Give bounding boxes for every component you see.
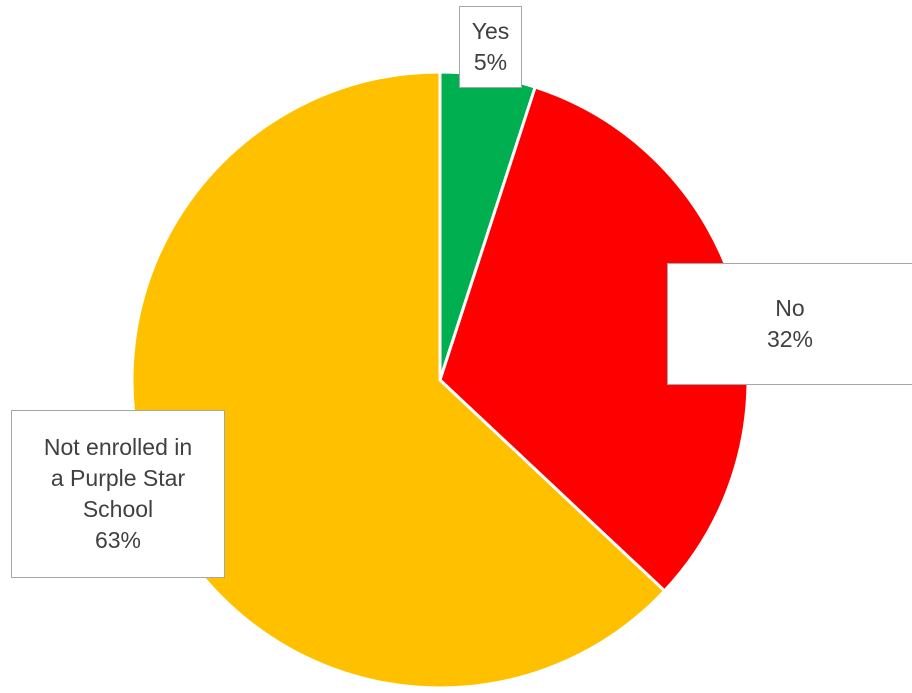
data-label-not-enrolled: Not enrolled in a Purple Star School 63% — [11, 410, 225, 578]
pie-slices — [130, 70, 750, 690]
slice-percent-not-enrolled: 63% — [94, 527, 142, 553]
slice-label-not-enrolled-line-1: Not enrolled in — [43, 434, 193, 460]
slice-label-not-enrolled-line-3: School — [82, 496, 154, 522]
slice-percent-no: 32% — [766, 326, 814, 352]
data-label-no: No 32% — [667, 263, 912, 385]
slice-label-yes: Yes — [471, 18, 510, 44]
slice-label-not-enrolled-line-2: a Purple Star — [50, 465, 186, 491]
slice-percent-yes: 5% — [473, 49, 508, 75]
data-label-yes: Yes 5% — [459, 6, 522, 88]
slice-label-no: No — [775, 295, 805, 321]
